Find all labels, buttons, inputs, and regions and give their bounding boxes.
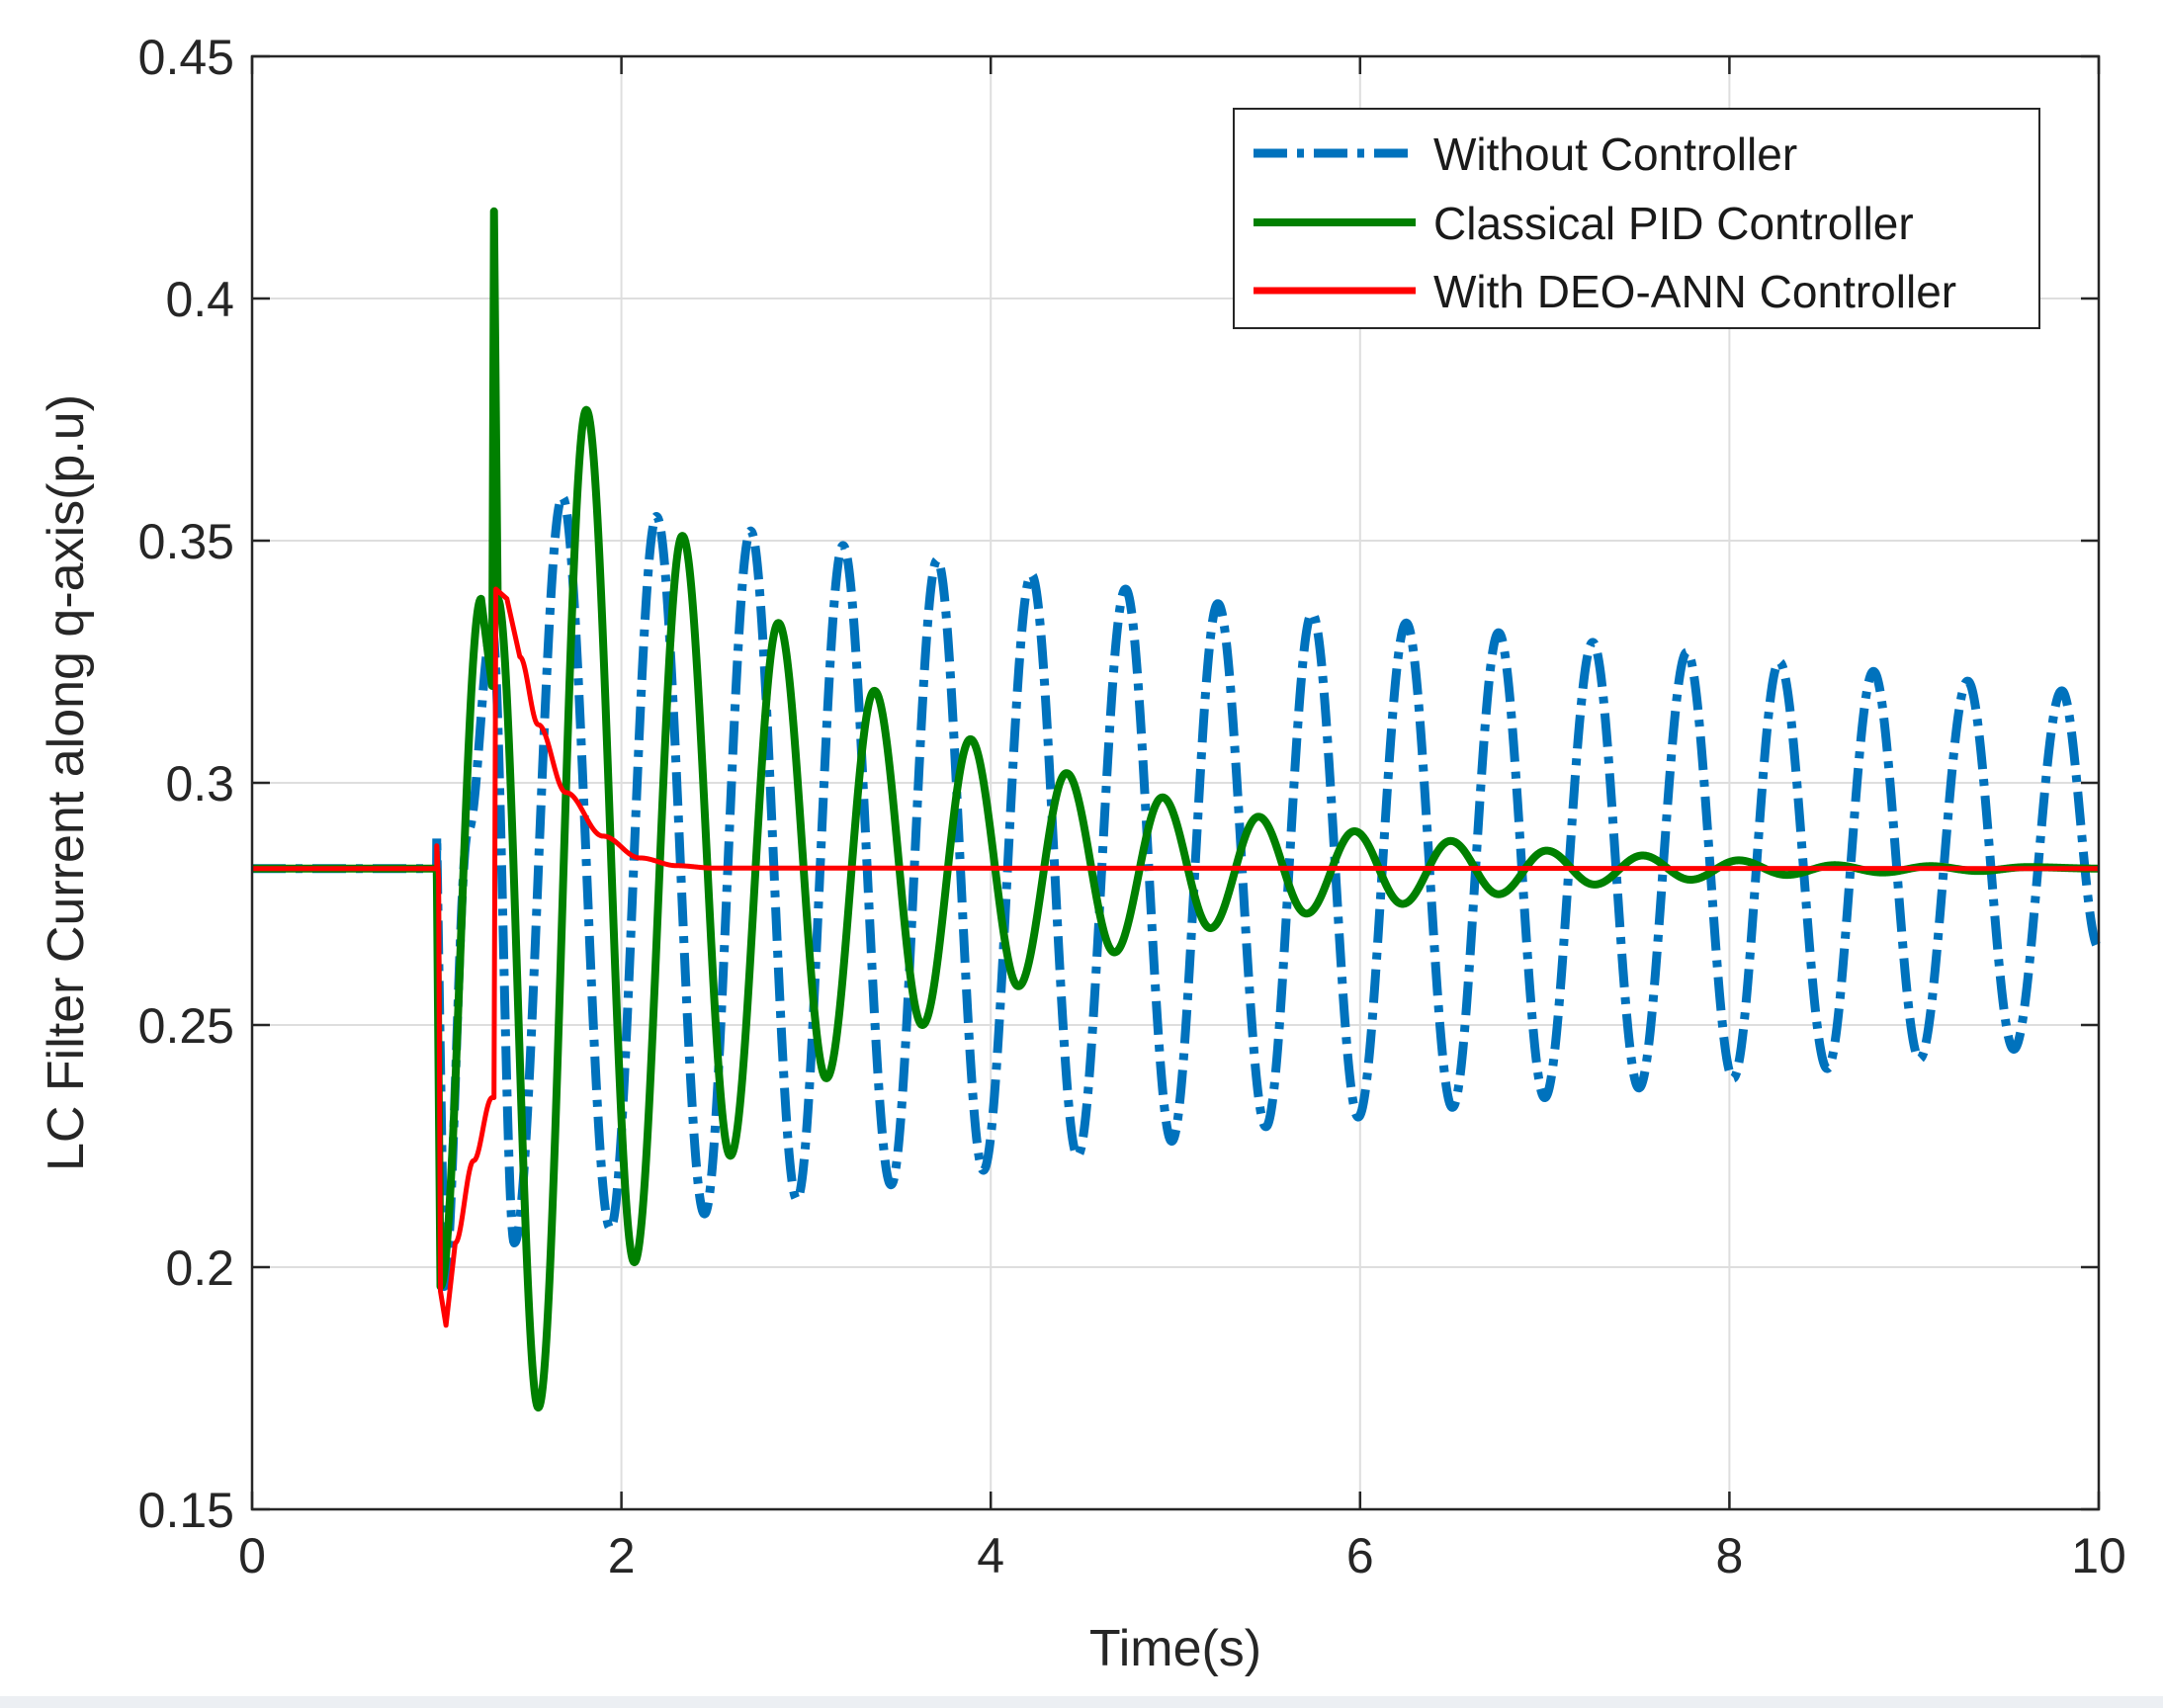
y-tick-label: 0.25 bbox=[138, 998, 234, 1054]
tick-marks bbox=[250, 54, 2101, 1511]
legend-label-without-controller: Without Controller bbox=[1433, 128, 1797, 180]
y-tick-label: 0.15 bbox=[138, 1483, 234, 1538]
x-tick-label: 10 bbox=[2071, 1528, 2126, 1583]
series-line-deo-ann bbox=[252, 586, 2100, 1328]
legend: Without Controller Classical PID Control… bbox=[1233, 108, 2040, 329]
y-tick-label: 0.35 bbox=[138, 514, 234, 569]
y-tick-label: 0.3 bbox=[165, 756, 234, 811]
tick-labels: 0 2 4 6 8 10 0.15 0.2 0.25 0.3 0.35 0.4 0.45 bbox=[138, 30, 2126, 1583]
y-tick-label: 0.45 bbox=[138, 30, 234, 85]
y-tick-label: 0.4 bbox=[165, 272, 234, 327]
legend-label-deo-ann: With DEO-ANN Controller bbox=[1433, 266, 1956, 317]
x-tick-label: 2 bbox=[608, 1528, 636, 1583]
x-tick-label: 8 bbox=[1715, 1528, 1743, 1583]
x-tick-label: 6 bbox=[1346, 1528, 1374, 1583]
y-axis-title: LC Filter Current along q-axis(p.u) bbox=[38, 394, 95, 1171]
series-line-without-controller bbox=[252, 492, 2103, 1292]
y-tick-label: 0.2 bbox=[165, 1240, 234, 1296]
x-tick-label: 4 bbox=[977, 1528, 1004, 1583]
x-tick-label: 0 bbox=[238, 1528, 266, 1583]
series-layer bbox=[252, 207, 2103, 1412]
legend-label-classical-pid: Classical PID Controller bbox=[1433, 198, 1914, 249]
bottom-strip bbox=[0, 1696, 2163, 1708]
x-axis-title: Time(s) bbox=[1089, 1620, 1261, 1677]
